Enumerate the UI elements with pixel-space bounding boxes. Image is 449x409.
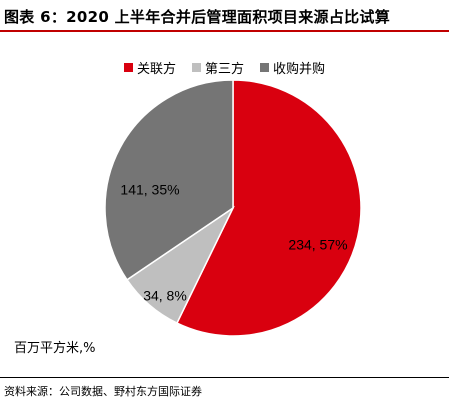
legend-swatch-acquisition xyxy=(260,63,269,72)
legend-label-related-party: 关联方 xyxy=(136,62,176,77)
chart-title: 图表 6：2020 上半年合并后管理面积项目来源占比试算 xyxy=(4,8,391,26)
legend-label-third-party: 第三方 xyxy=(204,62,244,77)
legend-label-acquisition: 收购并购 xyxy=(273,62,326,77)
unit-note: 百万平方米,% xyxy=(14,341,96,356)
source-note: 资料来源：公司数据、野村东方国际证券 xyxy=(4,385,202,398)
legend-swatch-related-party xyxy=(123,63,133,72)
pie-slice-2 xyxy=(104,79,234,281)
legend-item-acquisition: 收购并购 xyxy=(260,58,325,77)
pie-data-label-0: 234, 57% xyxy=(288,237,347,253)
legend-swatch-third-party xyxy=(191,63,201,72)
chart-legend: 关联方 第三方 收购并购 xyxy=(0,58,449,77)
pie-data-label-2: 141, 35% xyxy=(120,182,179,198)
legend-item-related-party: 关联方 xyxy=(123,58,176,77)
title-divider xyxy=(0,30,449,32)
pie-data-label-1: 34, 8% xyxy=(143,288,187,304)
pie-slice-0 xyxy=(175,79,362,337)
source-divider xyxy=(0,377,449,378)
legend-item-third-party: 第三方 xyxy=(191,58,244,77)
